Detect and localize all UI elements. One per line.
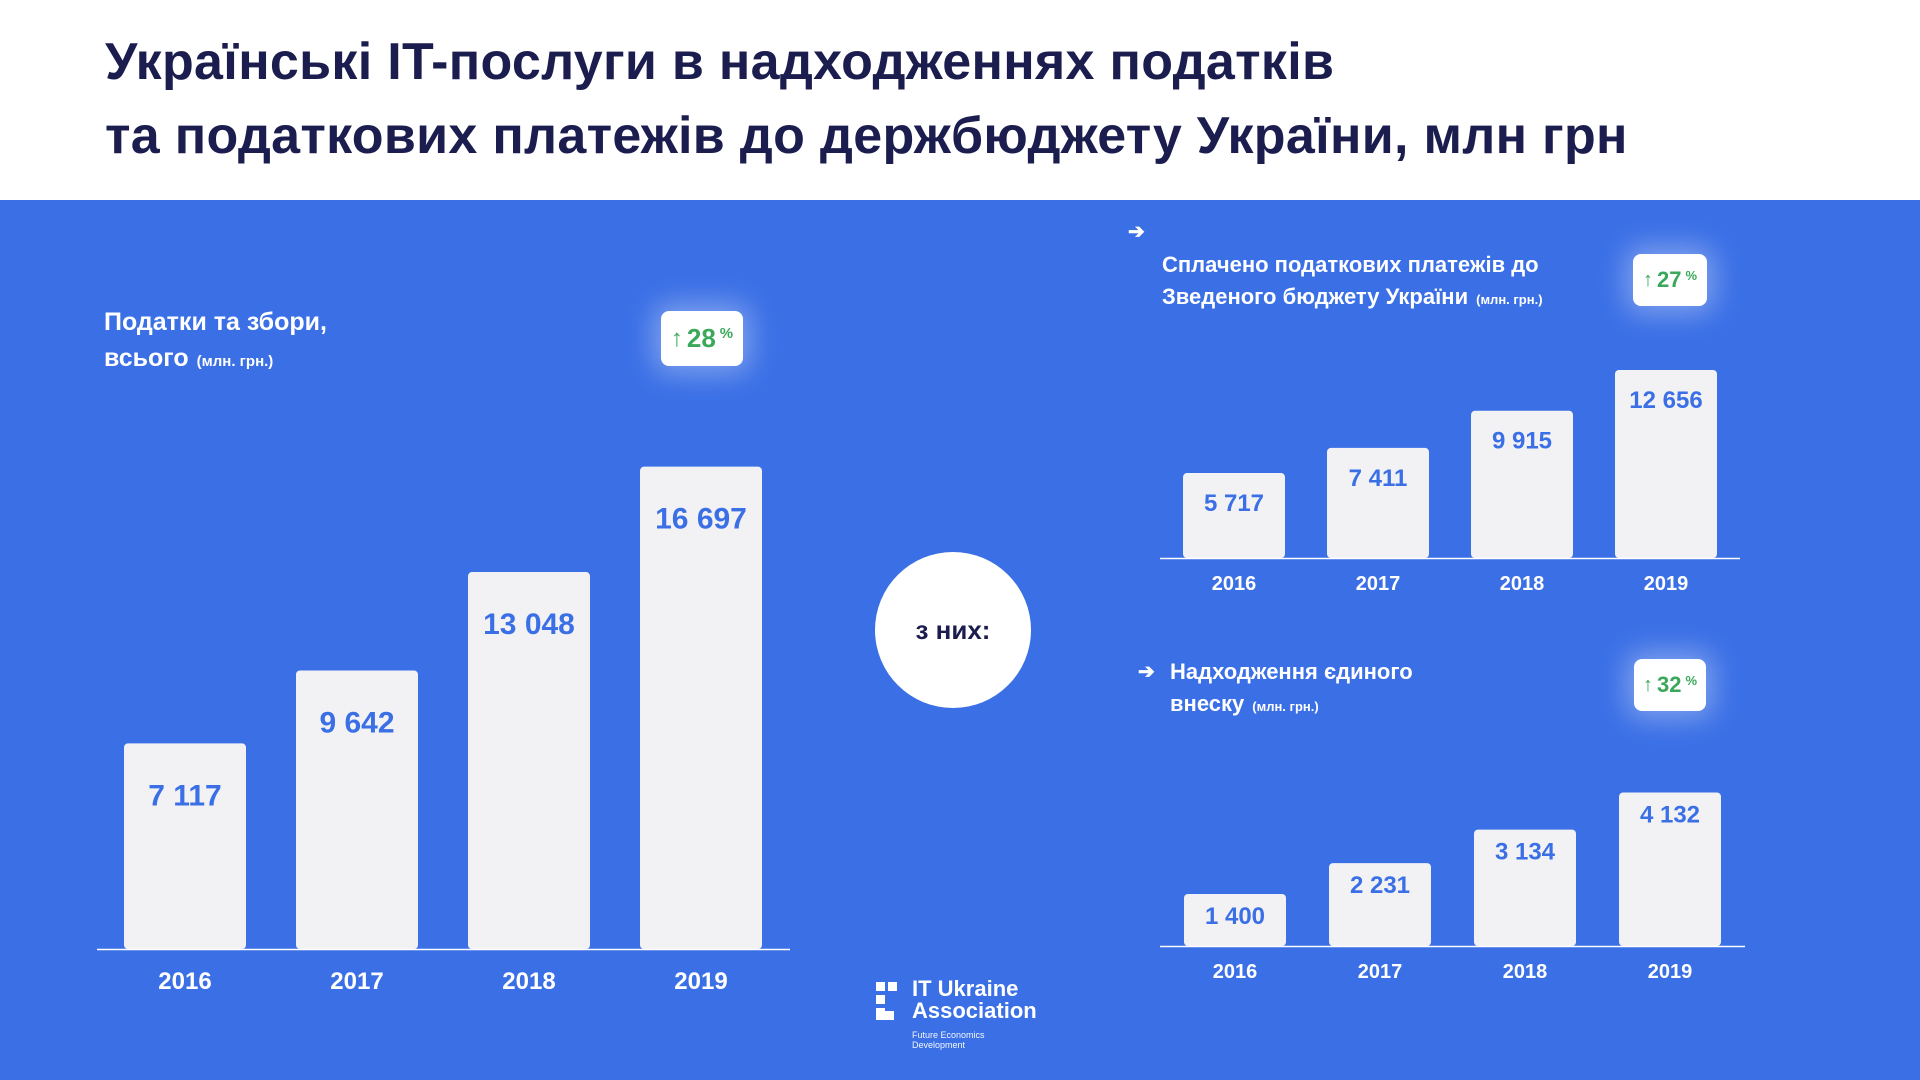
total-value-label: 13 048 [483,608,575,641]
total-value-label: 9 642 [319,706,394,739]
total-category-label: 2019 [674,968,727,995]
total-value-label: 7 117 [148,779,221,812]
budget-bar-2018 [1471,410,1573,558]
esv-chart-svg: 1 400 2016 2 231 2017 3 134 2018 4 132 2019 [1160,792,1745,983]
esv-heading-line-2: внеску [1170,690,1245,716]
esv-bar-2019 [1619,792,1721,946]
budget-heading-line-1: Сплачено податкових платежів до [1162,252,1539,277]
budget-growth-unit: % [1685,267,1698,283]
single-contribution-chart: 1 400 2016 2 231 2017 3 134 2018 4 132 2019 [1160,760,1745,990]
budget-heading-line-2: Зведеного бюджету України [1162,283,1469,309]
budget-payments-chart: 5 717 2016 7 411 2017 9 915 2018 12 656 2019 [1160,340,1740,600]
arrow-up-icon: ↑ [1642,673,1653,696]
budget-category-label: 2017 [1356,573,1401,595]
total-chart-svg: 7 117 2016 9 642 2017 13 048 2018 16 697 2019 [97,466,790,995]
esv-growth-value: 32 [1656,672,1682,697]
logo-name-line-1: IT Ukraine [912,976,1019,1001]
budget-bar-2019 [1615,369,1717,558]
budget-chart-heading: Сплачено податкових платежів до Зведеног… [1162,250,1543,313]
esv-category-label: 2017 [1358,961,1403,983]
budget-category-label: 2016 [1212,573,1257,595]
total-heading-line-1: Податки та збори, [104,308,327,336]
total-taxes-chart: 7 117 2016 9 642 2017 13 048 2018 16 697 2019 [97,400,790,1000]
total-bar-2016 [124,743,246,949]
budget-value-label: 9 915 [1492,428,1552,455]
esv-value-label: 4 132 [1640,802,1700,829]
budget-category-label: 2019 [1644,573,1689,595]
total-growth-badge: ↑ 28 % [661,311,743,366]
esv-value-label: 1 400 [1205,903,1265,930]
total-category-label: 2016 [158,968,211,995]
esv-value-label: 3 134 [1495,839,1556,866]
budget-value-label: 7 411 [1349,465,1408,492]
arrow-right-icon: ➔ [1128,221,1145,243]
total-category-label: 2017 [330,968,383,995]
it-ukraine-logo-mark-icon [876,982,897,1020]
esv-category-label: 2018 [1503,961,1548,983]
esv-unit-label: (млн. грн.) [1252,698,1319,714]
budget-chart-svg: 5 717 2016 7 411 2017 9 915 2018 12 656 2019 [1160,369,1740,595]
arrow-right-icon: ➔ [1138,661,1155,683]
esv-heading-line-1: Надходження єдиного [1170,659,1413,684]
connector-label: з них: [915,614,991,645]
budget-value-label: 12 656 [1629,387,1702,414]
header: Українські IT-послуги в надходженнях под… [0,0,1920,200]
page-title-line-1: Українські IT-послуги в надходженнях под… [105,33,1335,91]
logo-name-line-2: Association [912,998,1037,1023]
logo-tagline-line-2: Development [912,1040,966,1051]
esv-value-label: 2 231 [1350,872,1410,899]
arrow-up-icon: ↑ [670,324,683,352]
total-bar-2019 [640,466,762,949]
budget-bar-2017 [1327,447,1429,558]
budget-growth-value: 27 [1656,267,1682,292]
arrow-up-icon: ↑ [1642,268,1653,291]
budget-value-label: 5 717 [1204,490,1264,517]
esv-chart-heading: Надходження єдиного внеску (млн. грн.) [1170,656,1413,720]
total-growth-value: 28 [686,323,716,353]
esv-growth-badge: ↑ 32 % [1634,659,1706,711]
budget-category-label: 2018 [1500,573,1545,595]
total-bar-2017 [296,670,418,949]
total-bar-2018 [468,572,590,949]
total-unit-label: (млн. грн.) [196,353,274,371]
page-title-line-2: та податкових платежів до держбюджету Ук… [105,107,1628,165]
subset-connector-bubble: з них: [875,552,1031,708]
esv-bar-2018 [1474,829,1576,946]
esv-growth-unit: % [1685,672,1698,688]
esv-category-label: 2016 [1213,961,1258,983]
esv-bar-2016 [1184,894,1286,946]
total-growth-unit: % [719,325,734,342]
esv-bar-2017 [1329,863,1431,946]
budget-growth-badge: ↑ 27 % [1633,254,1707,306]
budget-bar-2016 [1183,473,1285,558]
total-chart-heading: Податки та збори, всього (млн. грн.) [104,304,327,377]
total-heading-line-2: всього [104,344,189,373]
total-category-label: 2018 [502,968,555,995]
logo-tagline-line-1: Future Economics [912,1030,985,1040]
logo-tagline: Future Economics Development [912,1030,985,1051]
logo-name: IT Ukraine Association [912,978,1037,1022]
esv-category-label: 2019 [1648,961,1693,983]
budget-unit-label: (млн. грн.) [1476,291,1543,307]
total-value-label: 16 697 [655,503,747,536]
